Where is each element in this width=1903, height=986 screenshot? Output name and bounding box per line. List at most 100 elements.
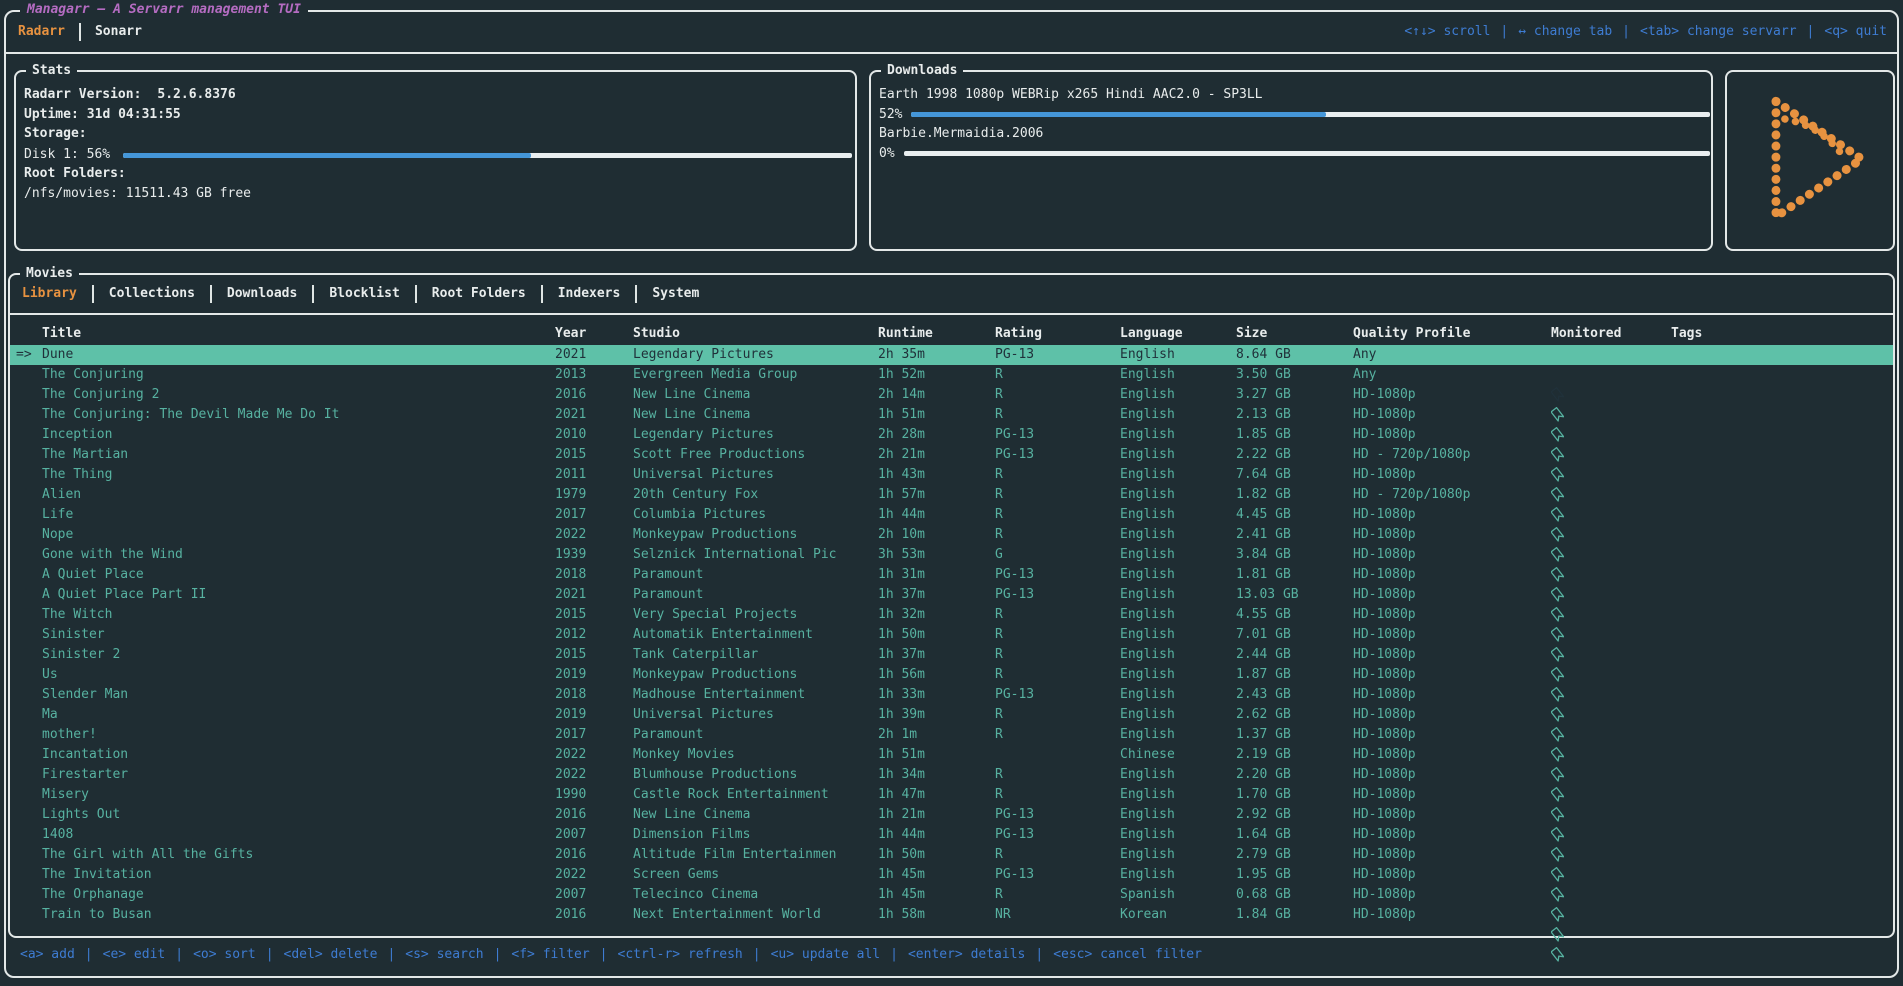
bottom-help-bar: <a> add | <e> edit | <o> sort | <del> delete | <… <box>20 945 1202 965</box>
servarr-tab-sonarr[interactable]: Sonarr <box>94 24 142 39</box>
cell-studio: Screen Gems <box>633 867 720 882</box>
tab-downloads[interactable]: Downloads <box>226 286 298 301</box>
cell-year: 2022 <box>555 767 587 782</box>
help-delete[interactable]: <del> delete <box>283 947 378 962</box>
table-row[interactable]: Life 2017 Columbia Pictures 1h 44m R English 4… <box>10 505 1893 562</box>
table-row[interactable]: A Quiet Place 2018 Paramount 1h 31m PG-13 Eng… <box>10 565 1893 622</box>
cell-size: 2.43 GB <box>1236 687 1291 702</box>
cell-year: 2021 <box>555 587 587 602</box>
help-sort[interactable]: <o> sort <box>193 947 256 962</box>
help-details[interactable]: <enter> details <box>907 947 1026 962</box>
help-edit[interactable]: <e> edit <box>102 947 166 962</box>
help-cancel-filter[interactable]: <esc> cancel filter <box>1053 947 1202 962</box>
table-row[interactable]: Ma 2019 Universal Pictures 1h 39m R English 2.… <box>10 705 1893 762</box>
table-row[interactable]: Lights Out 2016 New Line Cinema 1h 21m PG-13… <box>10 805 1893 862</box>
table-row[interactable]: Misery 1990 Castle Rock Entertainment 1h 47… <box>10 785 1893 842</box>
table-row[interactable]: The Conjuring 2 2016 New Line Cinema 2h 14m… <box>10 385 1893 442</box>
radarr-logo <box>1736 82 1884 240</box>
table-row[interactable]: The Martian 2015 Scott Free Productions 2h … <box>10 445 1893 502</box>
table-row[interactable]: The Orphanage 2007 Telecinco Cinema 1h 45m R… <box>10 885 1893 942</box>
cell-year: 2021 <box>555 407 587 422</box>
cell-year: 2016 <box>555 807 587 822</box>
cell-runtime: 2h 1m <box>878 727 918 742</box>
cell-title: Slender Man <box>42 687 129 702</box>
servarr-tab-separator <box>78 23 81 41</box>
cell-studio: Paramount <box>633 567 704 582</box>
cell-title: A Quiet Place <box>42 567 144 582</box>
table-row[interactable]: Incantation 2022 Monkey Movies 1h 51m Chines… <box>10 745 1893 802</box>
table-row[interactable]: The Thing 2011 Universal Pictures 1h 43m R En… <box>10 465 1893 522</box>
help-search[interactable]: <s> search <box>405 947 484 962</box>
cell-runtime: 1h 44m <box>878 507 925 522</box>
table-row[interactable]: Nope 2022 Monkeypaw Productions 2h 10m R Engl… <box>10 525 1893 582</box>
help-add[interactable]: <a> add <box>20 947 75 962</box>
cell-year: 1990 <box>555 787 587 802</box>
table-row[interactable]: Inception 2010 Legendary Pictures 2h 28m PG-… <box>10 425 1893 482</box>
storage-label: Storage: <box>24 126 87 141</box>
table-row[interactable]: Firestarter 2022 Blumhouse Productions 1h 3… <box>10 765 1893 822</box>
table-row[interactable]: Train to Busan 2016 Next Entertainment Wor… <box>10 905 1893 962</box>
cell-size: 13.03 GB <box>1236 587 1299 602</box>
cell-size: 1.84 GB <box>1236 907 1291 922</box>
help-refresh[interactable]: <ctrl-r> refresh <box>617 947 743 962</box>
table-row[interactable]: The Witch 2015 Very Special Projects 1h 32m… <box>10 605 1893 662</box>
cell-language: Spanish <box>1120 887 1175 902</box>
table-row[interactable]: The Conjuring 2013 Evergreen Media Group 1h… <box>10 365 1893 422</box>
table-row[interactable]: The Girl with All the Gifts 2016 Altitude … <box>10 845 1893 902</box>
cell-runtime: 1h 43m <box>878 467 925 482</box>
table-row[interactable]: A Quiet Place Part II 2021 Paramount 1h 37m… <box>10 585 1893 642</box>
help-filter[interactable]: <f> filter <box>511 947 590 962</box>
help-quit[interactable]: <q> quit <box>1824 24 1887 39</box>
cell-rating: PG-13 <box>995 827 1035 842</box>
table-row[interactable]: Slender Man 2018 Madhouse Entertainment 1h … <box>10 685 1893 742</box>
help-update-all[interactable]: <u> update all <box>770 947 881 962</box>
tab-indexers[interactable]: Indexers <box>557 286 621 301</box>
table-row[interactable]: mother! 2017 Paramount 2h 1m R English 1.37 GB… <box>10 725 1893 782</box>
table-row[interactable]: => Dune 2021 Legendary Pictures 2h 35m PG-13 E… <box>10 345 1893 402</box>
cell-size: 2.13 GB <box>1236 407 1291 422</box>
cell-quality: HD-1080p <box>1353 507 1416 522</box>
table-row[interactable]: The Conjuring: The Devil Made Me Do It 20… <box>10 405 1893 462</box>
stats-panel-title: Stats <box>26 61 78 81</box>
table-row[interactable]: 1408 2007 Dimension Films 1h 44m PG-13 Englis… <box>10 825 1893 882</box>
help-separator: | <box>1622 24 1630 39</box>
cell-size: 3.27 GB <box>1236 387 1291 402</box>
cell-runtime: 1h 51m <box>878 407 925 422</box>
tab-library[interactable]: Library <box>22 286 77 301</box>
cell-quality: HD - 720p/1080p <box>1353 447 1471 462</box>
cell-rating: R <box>995 527 1003 542</box>
table-row[interactable]: Sinister 2012 Automatik Entertainment 1h 50… <box>10 625 1893 682</box>
table-row[interactable]: Us 2019 Monkeypaw Productions 1h 56m R Englis… <box>10 665 1893 722</box>
table-row[interactable]: The Invitation 2022 Screen Gems 1h 45m PG-13… <box>10 865 1893 922</box>
root-folders-label: Root Folders: <box>24 166 126 181</box>
help-change-tab[interactable]: ↔ change tab <box>1518 24 1613 39</box>
cell-runtime: 1h 33m <box>878 687 925 702</box>
tab-system[interactable]: System <box>652 286 700 301</box>
table-row[interactable]: Sinister 2 2015 Tank Caterpillar 1h 37m R Eng… <box>10 645 1893 702</box>
cell-quality: HD-1080p <box>1353 767 1416 782</box>
bookmark-icon <box>1551 425 1567 502</box>
help-scroll[interactable]: <↑↓> scroll <box>1404 24 1491 39</box>
download-item-percent: 0% <box>879 146 895 161</box>
table-row[interactable]: Gone with the Wind 1939 Selznick Internati… <box>10 545 1893 602</box>
servarr-tab-radarr[interactable]: Radarr <box>18 24 65 39</box>
table-row[interactable]: Alien 1979 20th Century Fox 1h 57m R English 1… <box>10 485 1893 542</box>
cell-title: Incantation <box>42 747 129 762</box>
tab-collections[interactable]: Collections <box>108 286 195 301</box>
uptime-label: Uptime: <box>24 107 79 122</box>
radarr-version-line: Radarr Version: 5.2.6.8376 <box>24 85 236 105</box>
bookmark-icon <box>1551 565 1567 642</box>
cell-quality: HD-1080p <box>1353 647 1416 662</box>
tab-blocklist[interactable]: Blocklist <box>329 286 400 301</box>
cell-language: English <box>1120 427 1175 442</box>
cell-title: The Witch <box>42 607 113 622</box>
app-window-border <box>4 10 1899 978</box>
downloads-panel-title: Downloads <box>881 61 964 81</box>
cell-year: 2016 <box>555 847 587 862</box>
cell-quality: HD-1080p <box>1353 467 1416 482</box>
cell-size: 2.41 GB <box>1236 527 1291 542</box>
cell-runtime: 1h 39m <box>878 707 925 722</box>
tab-root-folders[interactable]: Root Folders <box>431 286 526 301</box>
cell-language: English <box>1120 807 1175 822</box>
help-change-servarr[interactable]: <tab> change servarr <box>1640 24 1797 39</box>
